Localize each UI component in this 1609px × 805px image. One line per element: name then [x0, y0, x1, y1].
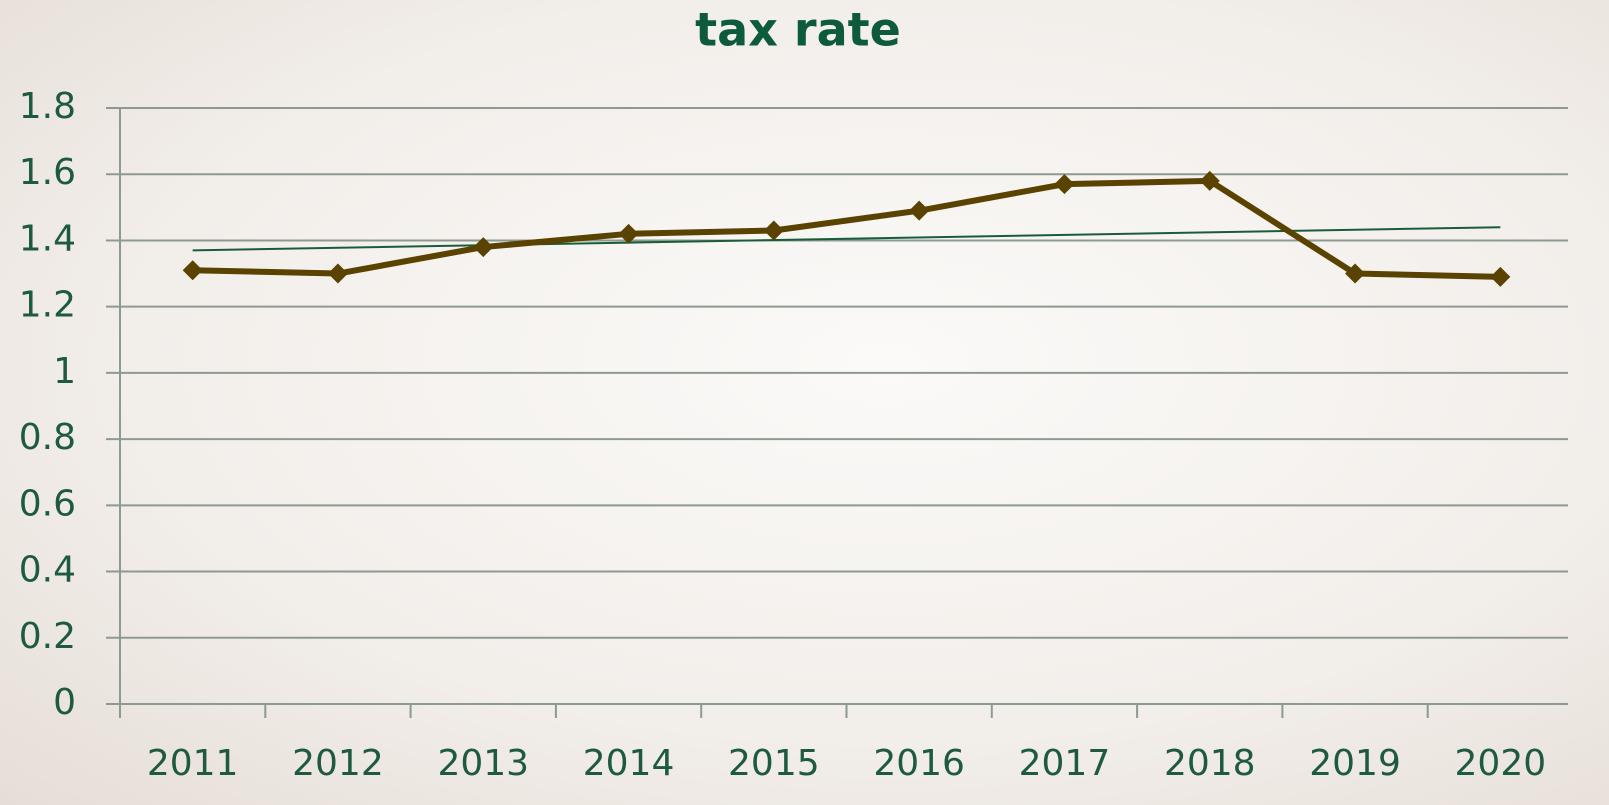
- data-point: [909, 201, 929, 221]
- x-tick-label: 2014: [583, 743, 675, 784]
- y-tick-label: 1.8: [19, 86, 76, 127]
- x-tick-label: 2015: [728, 743, 820, 784]
- y-tick-label: 0.4: [19, 550, 76, 591]
- data-point: [183, 260, 203, 280]
- y-tick-label: 0.8: [19, 417, 76, 458]
- y-tick-label: 1: [53, 351, 76, 392]
- y-tick-label: 0: [53, 682, 76, 723]
- page: {"chart_data": {"type": "line", "title":…: [0, 0, 1609, 805]
- x-tick-label: 2011: [147, 743, 239, 784]
- x-tick-label: 2012: [292, 743, 384, 784]
- chart-title: tax rate: [695, 3, 901, 57]
- x-tick-label: 2017: [1019, 743, 1111, 784]
- x-tick-label: 2019: [1309, 743, 1401, 784]
- chart: tax rate 0 0.2 0.4 0.6 0.8 1 1.2 1.4 1.6 1.8 2011 2…: [0, 0, 1609, 805]
- data-point: [1490, 267, 1510, 287]
- data-point: [328, 264, 348, 284]
- data-point: [764, 221, 784, 241]
- x-tick-label: 2020: [1455, 743, 1547, 784]
- y-tick-label: 0.6: [19, 483, 76, 524]
- y-tick-label: 1.4: [19, 218, 76, 259]
- x-tick-label: 2018: [1164, 743, 1256, 784]
- y-tick-label: 1.6: [19, 152, 76, 193]
- data-line: [193, 181, 1501, 277]
- x-tick-label: 2016: [873, 743, 965, 784]
- y-tick-label: 0.2: [19, 616, 76, 657]
- data-point: [1054, 174, 1074, 194]
- y-tick-label: 1.2: [19, 285, 76, 326]
- x-tick-label: 2013: [437, 743, 529, 784]
